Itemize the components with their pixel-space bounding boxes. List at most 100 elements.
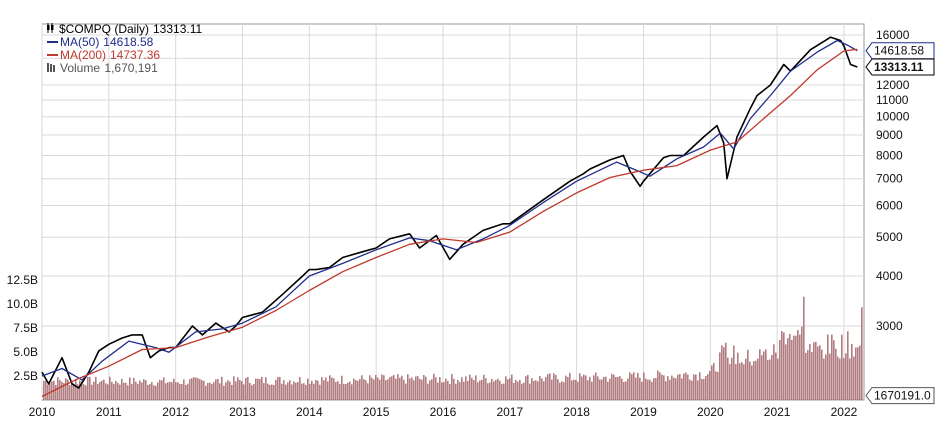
- volume-bar: [419, 379, 421, 400]
- volume-bar: [179, 383, 181, 400]
- volume-bar: [291, 384, 293, 400]
- volume-bar: [305, 384, 307, 400]
- volume-bar: [445, 378, 447, 400]
- volume-bar: [801, 326, 803, 400]
- volume-bar: [309, 384, 311, 400]
- volume-bar: [235, 381, 237, 400]
- volume-bar: [825, 354, 827, 400]
- volume-bar: [277, 377, 279, 400]
- volume-bar: [623, 381, 625, 400]
- volume-bar: [533, 380, 535, 400]
- volume-bar: [99, 381, 101, 400]
- price-tick-label: 16000: [876, 28, 910, 42]
- volume-bar: [625, 381, 627, 400]
- volume-bar: [345, 383, 347, 400]
- volume-bar: [717, 371, 719, 400]
- volume-bar: [81, 381, 83, 400]
- volume-bar: [551, 379, 553, 400]
- volume-bar: [743, 364, 745, 400]
- volume-bar: [771, 355, 773, 400]
- volume-bar: [547, 374, 549, 400]
- volume-bar: [143, 379, 145, 400]
- volume-bar: [767, 360, 769, 400]
- volume-bar: [93, 381, 95, 400]
- volume-bar: [263, 383, 265, 400]
- volume-bar: [227, 380, 229, 400]
- volume-bar: [787, 338, 789, 400]
- volume-bar: [495, 379, 497, 400]
- volume-bar: [261, 376, 263, 400]
- volume-bar: [769, 359, 771, 400]
- volume-bar: [589, 376, 591, 400]
- volume-bar: [715, 371, 717, 400]
- volume-bar: [443, 382, 445, 400]
- volume-bar: [301, 383, 303, 400]
- volume-bar: [685, 372, 687, 400]
- volume-bar: [167, 382, 169, 400]
- volume-bar: [617, 377, 619, 400]
- volume-bar: [303, 383, 305, 400]
- volume-bar: [197, 378, 199, 400]
- volume-bar: [765, 349, 767, 400]
- volume-bar: [679, 374, 681, 400]
- volume-bar: [459, 382, 461, 400]
- volume-bar: [681, 378, 683, 400]
- volume-bar: [727, 357, 729, 400]
- volume-bar: [663, 375, 665, 400]
- volume-bar: [581, 376, 583, 400]
- volume-bar: [745, 358, 747, 400]
- volume-bar: [71, 381, 73, 400]
- volume-bar: [417, 376, 419, 400]
- volume-bar: [483, 374, 485, 400]
- legend: $COMPQ (Daily) 13313.11 MA(50) 14618.58MA(2…: [47, 22, 202, 75]
- volume-bar: [279, 376, 281, 400]
- volume-bar: [759, 349, 761, 400]
- legend-value: 14618.58: [103, 35, 153, 49]
- price-tick-label: 12000: [876, 78, 910, 92]
- volume-bar: [257, 378, 259, 400]
- volume-bar: [183, 379, 185, 400]
- volume-bar: [253, 383, 255, 400]
- value-callout: [865, 42, 935, 60]
- volume-bar: [151, 382, 153, 400]
- volume-bar: [435, 377, 437, 400]
- volume-bar: [129, 377, 131, 400]
- volume-bar: [643, 372, 645, 400]
- volume-bar: [337, 381, 339, 400]
- volume-bar: [655, 378, 657, 400]
- volume-bar: [721, 345, 723, 400]
- x-tick-label: 2014: [296, 405, 323, 419]
- axes: 2010 2011 2012 2013 2014 2015 2016 2017 2018 2019…: [7, 28, 935, 419]
- price-tick-label: 4000: [876, 269, 903, 283]
- legend-candlestick-icon: [51, 25, 54, 30]
- volume-bar: [557, 379, 559, 400]
- volume-bar: [693, 374, 695, 400]
- volume-bar: [677, 374, 679, 400]
- volume-bar: [385, 380, 387, 400]
- volume-bar: [371, 377, 373, 400]
- x-tick-label: 2019: [630, 405, 657, 419]
- volume-bar: [595, 372, 597, 400]
- legend-candlestick-icon: [47, 25, 50, 30]
- volume-bar: [797, 330, 799, 400]
- volume-bar: [695, 374, 697, 400]
- volume-bar: [429, 380, 431, 400]
- volume-bar: [585, 375, 587, 400]
- volume-bar: [573, 379, 575, 400]
- volume-bar: [517, 381, 519, 400]
- volume-bar: [607, 381, 609, 400]
- volume-bar: [707, 374, 709, 400]
- volume-bar: [753, 361, 755, 400]
- volume-bar: [575, 379, 577, 400]
- volume-bar: [861, 307, 863, 400]
- volume-bar: [149, 384, 151, 400]
- volume-bar: [89, 376, 91, 400]
- volume-bar: [803, 296, 805, 400]
- volume-bar: [593, 375, 595, 400]
- volume-bar: [851, 344, 853, 400]
- x-tick-label: 2015: [363, 405, 390, 419]
- volume-bar: [667, 376, 669, 400]
- volume-bar: [735, 364, 737, 400]
- volume-bar: [651, 381, 653, 400]
